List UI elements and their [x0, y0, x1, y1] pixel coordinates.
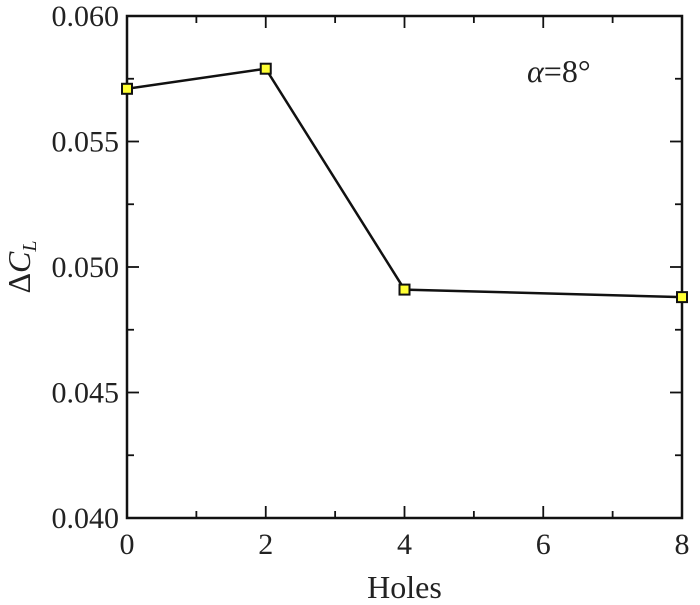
y-tick-label: 0.040	[52, 502, 120, 535]
data-point-marker	[676, 291, 688, 304]
y-axis-title-sub: L	[19, 240, 41, 252]
annotation-rest: =8°	[544, 53, 591, 89]
y-axis-title: ΔCL	[1, 240, 41, 293]
x-tick-label: 6	[536, 528, 551, 561]
y-axis-title-main: C	[1, 251, 37, 273]
x-tick-label: 4	[397, 528, 412, 561]
y-tick-labels: 0.040 0.045 0.050 0.055 0.060	[52, 0, 120, 535]
y-tick-label: 0.060	[52, 0, 120, 33]
y-tick-label: 0.050	[52, 251, 120, 284]
x-ticks	[126, 16, 683, 518]
data-point-marker	[398, 283, 411, 296]
data-point-marker	[121, 82, 133, 95]
x-axis-title: Holes	[367, 569, 442, 605]
y-tick-label: 0.055	[52, 126, 120, 159]
data-markers	[121, 62, 688, 304]
annotation-alpha: α=8°	[527, 53, 591, 89]
annotation-greek: α	[527, 53, 545, 89]
x-tick-label: 8	[675, 528, 690, 561]
y-tick-label: 0.045	[52, 377, 120, 410]
series-line	[126, 67, 683, 299]
x-tick-label: 2	[258, 528, 273, 561]
plot-frame	[125, 14, 684, 520]
data-point-marker	[259, 62, 272, 75]
y-ticks	[127, 15, 682, 519]
y-axis-title-prefix: Δ	[1, 273, 37, 294]
x-tick-labels: 0 2 4 6 8	[120, 528, 690, 561]
x-tick-label: 0	[120, 528, 135, 561]
